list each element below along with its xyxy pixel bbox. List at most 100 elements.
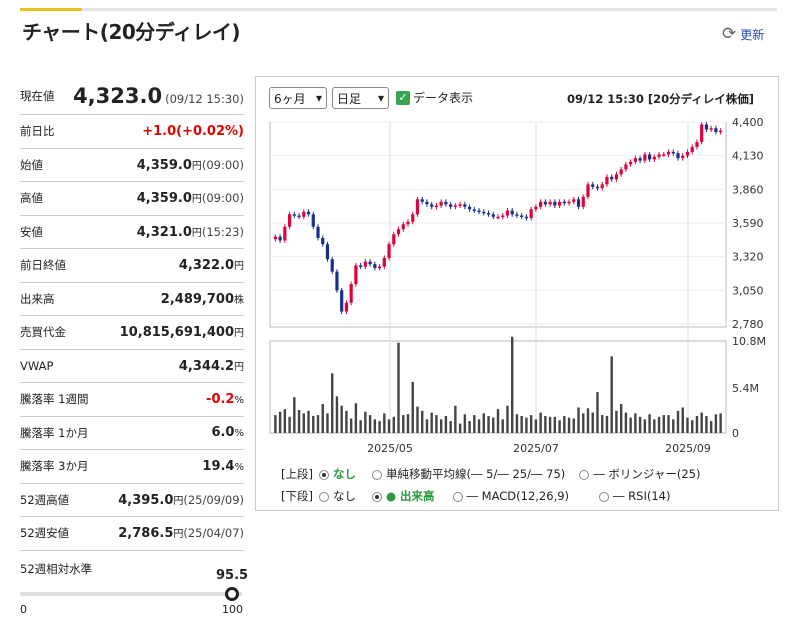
quote-row-value: 4,344.2 [178,358,234,374]
quote-row: 出来高 2,489,700株 [20,283,244,316]
quote-row: 騰落率 1か月 6.0% [20,417,244,450]
quote-row-label: 騰落率 1か月 [20,425,89,440]
quote-row: 52週安値 2,786.5円(25/04/07) [20,517,244,551]
upper-option-none[interactable]: なし [318,466,356,482]
quote-row-value: 10,815,691,400 [119,325,234,341]
quote-row-label: 前日比 [20,124,55,139]
quote-row-value: 4,321.0 [136,224,192,240]
option-label: なし [332,489,356,503]
relative-level-value: 95.5 [216,568,249,583]
quote-row-unit: 円 [173,529,184,541]
lower-option-volume[interactable]: ● 出来高 [371,488,435,504]
upper-label: [上段] [281,467,313,481]
upper-option-bollinger[interactable]: ― ボリンジャー(25) [579,466,700,482]
option-label: ― RSI(14) [613,489,671,503]
option-label: ― MACD(12,26,9) [466,489,570,503]
lower-option-none[interactable]: なし [318,488,356,504]
quote-panel: 現在値 4,323.0 (09/12 15:30) 前日比 +1.0(+0.02%)… [20,78,244,577]
quote-row: 前日終値 4,322.0円 [20,249,244,283]
quote-row-label: 騰落率 3か月 [20,459,89,474]
refresh-button[interactable]: ⟳ 更新 [722,24,764,44]
quote-row-value: 2,786.5 [118,526,174,542]
quote-row-label: 売買代金 [20,325,66,340]
quote-row: 始値 4,359.0円(09:00) [20,149,244,182]
period-select[interactable]: 6ヶ月 ▾ [269,87,327,109]
radio-icon [371,469,382,480]
interval-select[interactable]: 日足 ▾ [332,87,389,109]
gauge-min-label: 0 [20,603,27,616]
lower-indicator-options: [下段] なし ● 出来高 ― MACD(12,26,9) ― RSI(14) [281,488,670,504]
quote-row-label: 52週高値 [20,492,70,507]
quote-row-unit: 円 [173,495,184,507]
quote-row: 騰落率 3か月 19.4% [20,450,244,484]
radio-icon [452,491,463,502]
quote-row-sub: (25/04/07) [183,526,244,541]
quote-row-sub: (25/09/09) [183,492,244,507]
quote-row-value: +1.0(+0.02%) [142,123,244,139]
relative-level-knob [225,587,239,601]
quote-row-sub: (09:00) [201,157,244,172]
period-select-value: 6ヶ月 [274,91,306,106]
quote-row-label: 安値 [20,224,43,239]
show-data-checkbox[interactable]: ✓ データ表示 [396,89,473,106]
quote-row-value: 4,395.0 [118,492,174,508]
chevron-down-icon: ▾ [377,91,384,105]
upper-indicator-options: [上段] なし 単純移動平均線(― 5/― 25/― 75) ― ボリンジャー(… [281,466,700,482]
quote-row-unit: % [234,428,244,440]
relative-level-gauge [20,587,242,601]
quote-row-value: 6.0 [211,425,235,441]
quote-row-unit: 株 [234,294,244,306]
quote-row-label: 騰落率 1週間 [20,392,89,407]
quote-row-sub: (09:00) [201,191,244,206]
quote-row-label: 出来高 [20,291,55,306]
quote-row-unit: 円 [191,194,202,206]
quote-row-label: 始値 [20,157,43,172]
lower-option-rsi[interactable]: ― RSI(14) [599,489,670,503]
radio-icon [599,491,610,502]
quote-row-unit: % [234,394,244,406]
quote-row-sub: (15:23) [201,224,244,239]
option-label: ● 出来高 [385,489,435,503]
quote-row-unit: 円 [234,261,244,273]
quote-row: 売買代金 10,815,691,400円 [20,316,244,350]
title-underline-accent [20,8,82,11]
chevron-down-icon: ▾ [315,91,322,105]
option-label: 単純移動平均線(― 5/― 25/― 75) [385,467,566,481]
quote-row: VWAP 4,344.2円 [20,350,244,383]
gauge-max-label: 100 [222,603,243,616]
refresh-label: 更新 [740,27,765,42]
current-price-value: 4,323.0 [73,84,163,108]
radio-icon [318,469,329,480]
upper-option-sma[interactable]: 単純移動平均線(― 5/― 25/― 75) [371,466,566,482]
chart-panel [255,76,779,511]
quote-row-unit: % [234,461,244,473]
quote-row-unit: 円 [191,227,202,239]
radio-icon [371,491,382,502]
quote-row-value: 4,322.0 [178,258,234,274]
current-price-row: 現在値 4,323.0 (09/12 15:30) [20,78,244,115]
quote-row-unit: 円 [234,328,244,340]
title-underline [20,8,777,11]
current-price-time: (09/12 15:30) [165,92,244,106]
lower-option-macd[interactable]: ― MACD(12,26,9) [452,489,570,503]
checkmark-icon: ✓ [396,90,410,105]
page-title: チャート(20分ディレイ) [22,20,241,44]
quote-row-value: 4,359.0 [136,191,192,207]
quote-row-label: 52週安値 [20,526,70,541]
quote-row-value: 19.4 [202,458,235,474]
quote-row-unit: 円 [234,361,244,373]
quote-row-value: 2,489,700 [160,291,234,307]
relative-level-label: 52週相対水準 [20,561,93,576]
quote-row: 騰落率 1週間 -0.2% [20,383,244,417]
quote-row: 安値 4,321.0円(15:23) [20,216,244,249]
show-data-label: データ表示 [413,91,474,105]
quote-row-value: 4,359.0 [136,157,192,173]
quote-row-label: 前日終値 [20,258,66,273]
quote-row-value: -0.2 [206,391,235,407]
current-price-label: 現在値 [20,89,55,103]
radio-icon [318,491,329,502]
radio-icon [579,469,590,480]
lower-label: [下段] [281,489,313,503]
chart-timestamp: 09/12 15:30 [20分ディレイ株価] [567,92,755,106]
quote-row-label: 高値 [20,191,43,206]
